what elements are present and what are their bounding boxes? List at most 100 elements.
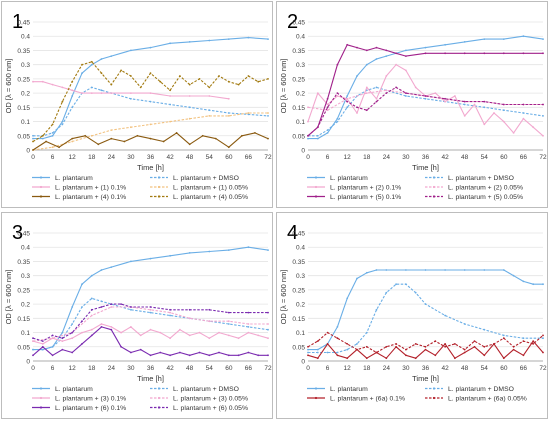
data-point bbox=[45, 140, 47, 143]
y-tick-label: 0.15 bbox=[17, 105, 30, 112]
data-point bbox=[307, 348, 309, 351]
legend-label: L. plantarum bbox=[55, 386, 93, 393]
data-point bbox=[365, 86, 368, 89]
legend-label: L. plantarum + (4) 0.05% bbox=[173, 194, 248, 201]
data-point bbox=[71, 95, 74, 97]
legend-marker bbox=[157, 176, 161, 179]
y-tick-label: 0.45 bbox=[292, 20, 305, 27]
data-point bbox=[71, 80, 74, 83]
data-point bbox=[375, 58, 378, 60]
data-point bbox=[208, 308, 211, 311]
data-point bbox=[375, 100, 378, 103]
x-tick-label: 18 bbox=[88, 154, 96, 161]
data-point bbox=[405, 49, 407, 52]
legend-item: L. plantarum bbox=[32, 175, 93, 182]
data-point bbox=[326, 97, 329, 100]
data-point bbox=[444, 43, 446, 46]
y-tick-label: 0 bbox=[301, 148, 305, 155]
y-tick-label: 0.15 bbox=[17, 316, 30, 323]
data-point bbox=[326, 109, 329, 112]
data-point bbox=[365, 357, 368, 360]
x-tick-label: 36 bbox=[422, 365, 430, 372]
y-axis-label: OD [λ = 600 nm] bbox=[4, 270, 13, 325]
x-tick-label: 42 bbox=[441, 154, 449, 161]
data-point bbox=[365, 49, 368, 52]
x-tick-label: 0 bbox=[31, 365, 35, 372]
data-point bbox=[522, 52, 525, 55]
data-point bbox=[247, 323, 250, 325]
legend-item: L. plantarum + (6a) 0.1% bbox=[307, 396, 405, 403]
data-point bbox=[307, 137, 309, 140]
data-point bbox=[463, 41, 466, 43]
data-point bbox=[502, 109, 505, 112]
data-point bbox=[32, 337, 34, 340]
data-point bbox=[110, 326, 113, 328]
data-point bbox=[375, 86, 378, 89]
data-point bbox=[512, 348, 515, 351]
data-point bbox=[257, 334, 260, 337]
data-point bbox=[405, 95, 407, 97]
data-point bbox=[424, 52, 427, 55]
data-point bbox=[188, 252, 191, 254]
data-point bbox=[227, 334, 230, 337]
x-axis-label: Time [h] bbox=[137, 163, 164, 172]
legend-item: L. plantarum + DMSO bbox=[150, 175, 239, 182]
data-point bbox=[395, 283, 397, 286]
data-point bbox=[336, 337, 339, 340]
y-axis-label: OD [λ = 600 nm] bbox=[279, 270, 288, 325]
series-line bbox=[32, 303, 268, 342]
data-point bbox=[169, 314, 172, 317]
x-tick-label: 66 bbox=[520, 365, 528, 372]
data-point bbox=[267, 311, 269, 314]
series-4 bbox=[32, 112, 269, 151]
data-point bbox=[424, 46, 427, 49]
series-5 bbox=[307, 43, 544, 137]
chart-panel-1: 1 0 0.05 0.1 0.15 0.2 0.25 0.3 0.35 0.4 0.45 0 6 12 18… bbox=[0, 0, 275, 210]
data-point bbox=[97, 143, 100, 146]
data-point bbox=[502, 334, 505, 337]
data-point bbox=[326, 331, 329, 334]
data-point bbox=[483, 100, 486, 103]
data-point bbox=[120, 331, 122, 334]
legend-marker bbox=[157, 195, 161, 198]
data-point bbox=[159, 331, 162, 334]
series-3 bbox=[307, 340, 544, 360]
data-point bbox=[247, 36, 250, 39]
data-point bbox=[316, 126, 319, 129]
x-tick-label: 36 bbox=[422, 154, 430, 161]
data-point bbox=[169, 311, 172, 314]
data-point bbox=[227, 112, 230, 114]
data-point bbox=[512, 132, 515, 134]
y-tick-label: 0.45 bbox=[292, 231, 305, 238]
data-point bbox=[241, 134, 243, 137]
data-point bbox=[512, 345, 515, 348]
data-point bbox=[130, 49, 132, 52]
data-point bbox=[336, 95, 339, 97]
data-point bbox=[424, 269, 427, 271]
legend-item: L. plantarum + (5) 0.1% bbox=[307, 194, 401, 201]
data-point bbox=[130, 97, 132, 100]
x-tick-label: 42 bbox=[166, 154, 174, 161]
x-tick-label: 60 bbox=[500, 154, 508, 161]
legend-label: L. plantarum + (6) 0.05% bbox=[173, 405, 248, 412]
x-tick-label: 42 bbox=[441, 365, 449, 372]
data-point bbox=[424, 345, 427, 348]
x-tick-label: 30 bbox=[127, 365, 135, 372]
x-tick-label: 18 bbox=[88, 365, 96, 372]
data-point bbox=[120, 69, 122, 72]
x-tick-label: 60 bbox=[225, 365, 233, 372]
series-line bbox=[33, 81, 229, 100]
data-point bbox=[356, 343, 358, 345]
legend-item: L. plantarum + (3) 0.05% bbox=[150, 396, 248, 403]
data-point bbox=[336, 92, 339, 94]
data-point bbox=[542, 103, 544, 106]
data-point bbox=[444, 97, 446, 100]
data-point bbox=[267, 115, 269, 117]
series-1 bbox=[32, 36, 269, 140]
series-6 bbox=[32, 60, 269, 143]
data-point bbox=[130, 306, 132, 308]
data-point bbox=[61, 348, 64, 351]
legend-label: L. plantarum + (2) 0.05% bbox=[448, 185, 523, 192]
data-point bbox=[90, 134, 93, 137]
data-point bbox=[267, 78, 269, 80]
